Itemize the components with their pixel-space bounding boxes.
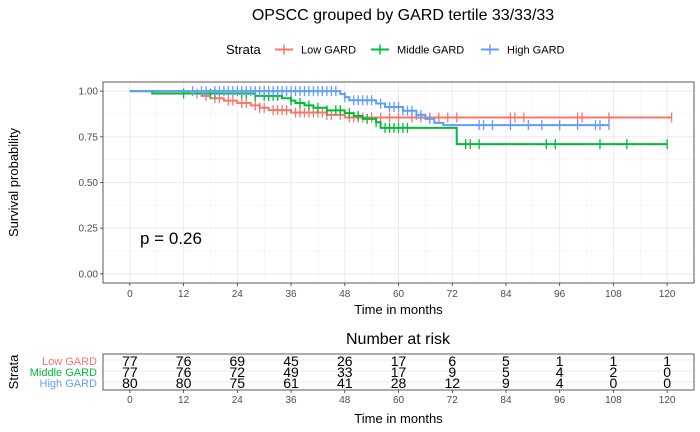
risk-count: 6 — [448, 353, 456, 369]
x-tick-label: 108 — [605, 289, 622, 300]
y-axis-title: Survival probability — [6, 127, 21, 237]
y-tick-label: 1.00 — [79, 87, 99, 98]
legend-label-middle-gard: Middle GARD — [397, 45, 464, 57]
risk-count: 61 — [283, 375, 299, 391]
risk-x-tick-label: 120 — [659, 395, 676, 406]
risk-count: 0 — [663, 375, 671, 391]
risk-count: 72 — [230, 364, 246, 380]
risk-table-grid — [103, 354, 694, 390]
risk-count: 5 — [502, 364, 510, 380]
x-tick-label: 48 — [339, 289, 351, 300]
risk-count: 9 — [502, 375, 510, 391]
p-value: p = 0.26 — [140, 229, 202, 248]
risk-x-tick-label: 48 — [339, 395, 351, 406]
risk-count: 17 — [391, 364, 407, 380]
x-tick-label: 60 — [393, 289, 405, 300]
risk-x-tick-label: 36 — [285, 395, 297, 406]
risk-row-label-high-gard: High GARD — [40, 378, 98, 390]
legend-title: Strata — [226, 42, 261, 57]
risk-count: 2 — [610, 364, 618, 380]
x-tick-label: 96 — [554, 289, 566, 300]
risk-row-label-low-gard: Low GARD — [42, 356, 97, 368]
x-tick-label: 0 — [127, 289, 133, 300]
risk-count: 4 — [556, 375, 564, 391]
legend-item-low-gard: Low GARD — [275, 44, 356, 57]
legend-item-middle-gard: Middle GARD — [371, 44, 464, 57]
x-axis-title: Time in months — [354, 302, 443, 317]
risk-x-axis-ticks: 0 12 24 36 48 60 72 84 96 108 120 — [127, 390, 676, 406]
risk-count: 1 — [663, 353, 671, 369]
risk-table-row-labels: Low GARD Middle GARD High GARD — [30, 356, 97, 390]
plot-grid — [103, 82, 694, 283]
risk-row-label-middle-gard: Middle GARD — [30, 367, 97, 379]
km-curve-low-gard — [129, 90, 672, 119]
chart-title: OPSCC grouped by GARD tertile 33/33/33 — [252, 7, 554, 24]
risk-count: 9 — [448, 364, 456, 380]
y-tick-label: 0.25 — [79, 224, 99, 235]
risk-x-tick-label: 72 — [447, 395, 459, 406]
risk-x-tick-label: 12 — [178, 395, 190, 406]
legend-label-high-gard: High GARD — [507, 45, 565, 57]
risk-count: 77 — [122, 353, 138, 369]
risk-count: 26 — [337, 353, 353, 369]
risk-count: 49 — [283, 364, 299, 380]
risk-count: 1 — [610, 353, 618, 369]
risk-table-ylabel: Strata — [6, 354, 21, 389]
risk-x-tick-label: 24 — [232, 395, 244, 406]
risk-count: 75 — [230, 375, 246, 391]
risk-table-xlabel: Time in months — [354, 411, 443, 426]
risk-count: 45 — [283, 353, 299, 369]
risk-count: 33 — [337, 364, 353, 380]
y-axis-ticks: 0.00 0.25 0.50 0.75 1.00 — [79, 87, 103, 280]
risk-table-title: Number at risk — [346, 331, 451, 348]
risk-count: 0 — [610, 375, 618, 391]
risk-count: 80 — [122, 375, 138, 391]
risk-count: 28 — [391, 375, 407, 391]
risk-x-tick-label: 108 — [605, 395, 622, 406]
risk-count: 5 — [502, 353, 510, 369]
plot-curves — [129, 86, 673, 150]
risk-x-tick-label: 60 — [393, 395, 405, 406]
y-tick-label: 0.50 — [79, 178, 99, 189]
legend-label-low-gard: Low GARD — [301, 45, 356, 57]
legend: Strata Low GARD Middle GARD High GARD — [226, 42, 565, 57]
risk-count: 4 — [556, 364, 564, 380]
x-tick-label: 72 — [447, 289, 459, 300]
risk-x-tick-label: 84 — [500, 395, 512, 406]
risk-count: 17 — [391, 353, 407, 369]
x-tick-label: 36 — [285, 289, 297, 300]
risk-count: 0 — [663, 364, 671, 380]
x-tick-label: 120 — [659, 289, 676, 300]
risk-count: 76 — [176, 353, 192, 369]
risk-count: 41 — [337, 375, 353, 391]
x-tick-label: 12 — [178, 289, 190, 300]
risk-x-tick-label: 96 — [554, 395, 566, 406]
y-tick-label: 0.00 — [79, 269, 99, 280]
legend-item-high-gard: High GARD — [481, 44, 565, 57]
risk-count: 69 — [230, 353, 246, 369]
risk-count: 80 — [176, 375, 192, 391]
x-tick-label: 24 — [232, 289, 244, 300]
risk-count: 1 — [556, 353, 564, 369]
risk-table-numbers: 77 76 69 45 26 17 6 5 1 1 177 76 72 49 33 17 9 5 4 2 080 80 75… — [122, 353, 671, 391]
x-tick-label: 84 — [500, 289, 512, 300]
x-axis-ticks: 0 12 24 36 48 60 72 84 96 108 120 — [127, 283, 676, 300]
y-tick-label: 0.75 — [79, 132, 99, 143]
risk-x-tick-label: 0 — [127, 395, 133, 406]
risk-count: 76 — [176, 364, 192, 380]
risk-count: 77 — [122, 364, 138, 380]
risk-count: 12 — [444, 375, 460, 391]
